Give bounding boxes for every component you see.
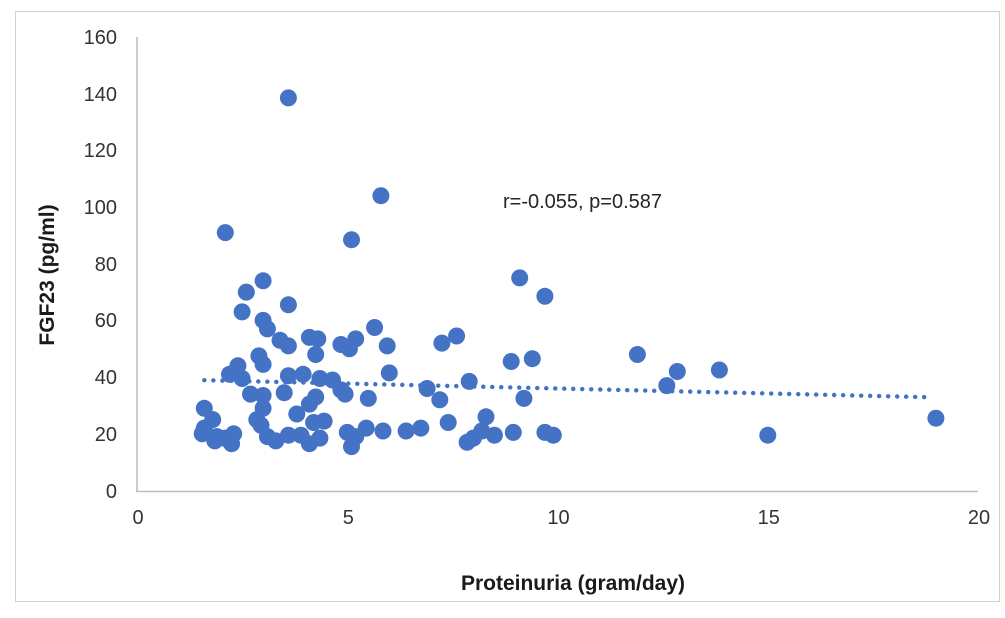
- y-tick-label: 100: [83, 197, 117, 220]
- x-tick-label: 10: [547, 507, 570, 529]
- y-axis-title: FGF23 (pg/ml): [36, 204, 59, 346]
- data-point: [254, 355, 272, 373]
- y-tick-label: 40: [94, 367, 117, 390]
- data-point: [336, 385, 354, 403]
- data-point: [242, 385, 259, 403]
- data-point: [254, 272, 272, 290]
- data-point: [380, 364, 398, 382]
- y-tick-label: 80: [94, 253, 117, 276]
- data-point: [397, 422, 415, 440]
- data-point: [628, 346, 646, 363]
- data-point: [378, 337, 396, 355]
- data-point: [502, 353, 520, 370]
- x-tick-label: 0: [132, 507, 144, 529]
- scatter-points: [193, 89, 945, 456]
- data-point: [412, 419, 430, 437]
- y-tick-label: 0: [105, 480, 117, 503]
- data-point: [343, 231, 360, 249]
- data-point: [759, 426, 777, 444]
- data-point: [309, 330, 327, 348]
- data-point: [216, 224, 234, 242]
- data-point: [366, 319, 384, 336]
- data-point: [418, 380, 436, 397]
- data-point: [485, 426, 503, 444]
- data-point: [477, 408, 495, 426]
- data-point: [710, 361, 728, 379]
- data-point: [359, 389, 377, 407]
- axes: [136, 37, 978, 493]
- data-point: [536, 287, 554, 305]
- data-point: [233, 370, 251, 387]
- data-point: [372, 187, 390, 205]
- data-point: [668, 363, 686, 380]
- y-tick-label: 120: [83, 140, 117, 163]
- y-tick-label: 20: [94, 423, 117, 446]
- data-point: [223, 435, 241, 453]
- data-point: [300, 395, 318, 413]
- correlation-annotation: r=-0.055, p=0.587: [503, 191, 663, 213]
- y-tick-label: 160: [83, 27, 117, 49]
- data-point: [254, 387, 272, 404]
- data-point: [193, 425, 211, 443]
- trendline: [202, 378, 930, 400]
- data-point: [511, 269, 529, 287]
- x-tick-label: 20: [967, 507, 991, 529]
- x-tick-label: 5: [342, 507, 354, 529]
- data-point: [288, 405, 306, 423]
- data-point: [439, 414, 457, 431]
- data-point: [275, 384, 293, 402]
- y-tick-label: 60: [94, 310, 117, 333]
- data-point: [258, 320, 276, 338]
- data-point: [279, 296, 297, 314]
- data-point: [279, 89, 297, 107]
- data-point: [307, 346, 325, 363]
- data-point: [458, 433, 476, 451]
- data-point: [433, 334, 451, 352]
- chart-frame: 0 20 40 60 80 100 120 140 160 0 5 10 15 20 FGF23 (pg…: [15, 11, 1000, 602]
- data-point: [515, 389, 533, 407]
- trendline-dotted: [202, 378, 930, 400]
- data-point: [237, 283, 255, 301]
- x-tick-label: 15: [757, 507, 780, 529]
- data-point: [332, 336, 350, 353]
- data-point: [279, 426, 297, 444]
- data-point: [927, 409, 945, 427]
- data-point: [311, 370, 329, 387]
- data-point: [523, 350, 541, 368]
- data-point: [233, 303, 251, 321]
- data-point: [357, 419, 375, 437]
- data-point: [448, 327, 466, 345]
- data-point: [315, 412, 333, 430]
- data-point: [343, 438, 360, 456]
- data-point: [294, 365, 312, 383]
- data-point: [279, 367, 297, 385]
- data-point: [544, 426, 562, 444]
- y-tick-label: 140: [83, 83, 117, 106]
- data-point: [311, 429, 329, 447]
- x-axis-title: Proteinuria (gram/day): [460, 572, 686, 595]
- data-point: [504, 423, 522, 441]
- data-point: [374, 422, 392, 440]
- data-point: [431, 391, 449, 409]
- data-point: [279, 337, 297, 355]
